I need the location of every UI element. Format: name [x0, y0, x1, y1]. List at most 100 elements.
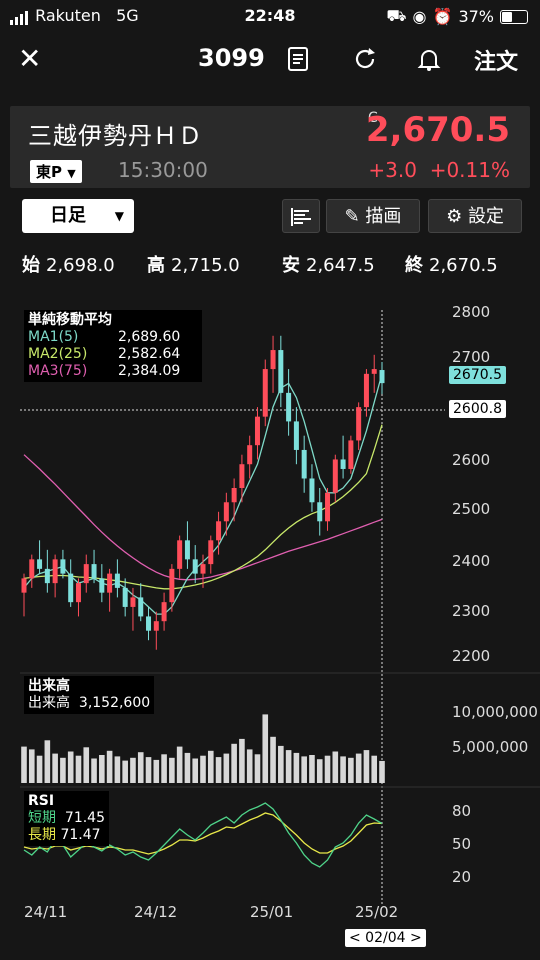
- volume-tick: 10,000,000: [452, 703, 538, 721]
- candle-body: [21, 578, 27, 593]
- price-tick: 2600: [452, 451, 491, 469]
- candle-body: [231, 488, 237, 503]
- caret-down-icon: ▼: [67, 167, 76, 180]
- quote-time: 15:30:00: [118, 158, 208, 182]
- x-label: 24/11: [24, 903, 68, 921]
- candle-body: [247, 445, 253, 465]
- volume-bar: [363, 750, 370, 783]
- volume-bar: [293, 752, 300, 783]
- rsi-title: RSI: [28, 793, 55, 809]
- lock-rotation-icon: ◉: [412, 7, 427, 26]
- candle-body: [356, 407, 362, 441]
- volume-bar: [28, 749, 35, 783]
- candle-body: [153, 621, 159, 631]
- candle-body: [99, 578, 105, 593]
- candle-body: [91, 564, 97, 579]
- candle-body: [239, 464, 245, 488]
- last-price-tag: 2670.5: [449, 366, 506, 384]
- candle-body: [130, 597, 136, 607]
- alarm-icon: ⏰: [432, 7, 453, 26]
- settings-button[interactable]: ⚙ 設定: [428, 199, 522, 233]
- battery-percent: 37%: [458, 7, 494, 26]
- volume-bar: [340, 756, 346, 783]
- pencil-icon: ✎: [344, 206, 360, 227]
- ma1-row: MA1(5) 2,689.60: [28, 329, 181, 345]
- period-select[interactable]: 日足 ▼: [22, 199, 134, 233]
- volume-bar: [348, 757, 354, 783]
- bell-icon[interactable]: [416, 46, 442, 78]
- volume-bar: [52, 753, 58, 783]
- candle-body: [200, 564, 206, 574]
- candle-body: [293, 421, 299, 450]
- volume-bar: [176, 746, 183, 783]
- cursor-date-tag[interactable]: < 02/04 >: [345, 929, 426, 947]
- candle-body: [184, 540, 190, 560]
- price-tick: 2500: [452, 500, 491, 518]
- order-button[interactable]: 注文: [473, 50, 518, 75]
- stock-name: 三越伊勢丹ＨＤ: [28, 122, 203, 150]
- close-mark: C: [368, 110, 378, 126]
- volume-bar: [231, 743, 237, 783]
- candle-body: [107, 573, 113, 593]
- car-icon: ⛟: [386, 6, 407, 25]
- candle-body: [317, 502, 323, 522]
- volume-bar: [75, 755, 82, 783]
- candle-body: [309, 478, 315, 503]
- candle-body: [332, 459, 338, 493]
- candle-body: [44, 568, 50, 584]
- volume-row: 出来高 3,152,600: [28, 695, 151, 711]
- volume-bar: [285, 750, 292, 783]
- candle-body: [223, 502, 229, 522]
- volume-bar: [192, 758, 199, 783]
- rsi-long-line: [23, 812, 383, 855]
- status-right: ⛟ ◉ ⏰ 37%: [386, 6, 528, 27]
- volume-bar: [278, 745, 284, 783]
- volume-bar: [130, 757, 136, 783]
- cursor-price-tag: 2600.8: [449, 400, 506, 418]
- rsi-tick: 50: [452, 835, 472, 853]
- chart-area[interactable]: [0, 290, 540, 930]
- candle-body: [325, 492, 331, 522]
- rsi-tick: 80: [452, 802, 472, 820]
- volume-bar: [309, 755, 315, 783]
- market-select[interactable]: 東P ▼: [30, 160, 82, 183]
- indicator-list-icon[interactable]: [282, 199, 320, 233]
- volume-bar: [83, 747, 90, 783]
- volume-bar: [145, 757, 152, 783]
- close-value: 終 2,670.5: [405, 255, 498, 276]
- volume-bar: [270, 736, 276, 783]
- candle-body: [138, 597, 144, 617]
- rsi-long-row: 長期 71.47: [28, 827, 101, 843]
- volume-bar: [301, 756, 307, 783]
- refresh-icon[interactable]: [352, 46, 378, 78]
- candle-body: [83, 564, 89, 584]
- document-icon[interactable]: [286, 46, 310, 78]
- volume-bar: [355, 753, 362, 783]
- close-icon[interactable]: ✕: [18, 42, 42, 75]
- price-tick: 2700: [452, 348, 491, 366]
- volume-bar: [36, 755, 43, 783]
- status-bar: Rakuten 5G 22:48 ⛟ ◉ ⏰ 37%: [0, 0, 540, 34]
- candle-body: [169, 568, 175, 603]
- high-value: 高 2,715.0: [147, 255, 240, 276]
- draw-button[interactable]: ✎ 描画: [326, 199, 420, 233]
- ma3-row: MA3(75) 2,384.09: [28, 363, 181, 379]
- volume-bar: [44, 740, 51, 783]
- volume-bar: [67, 751, 74, 783]
- low-value: 安 2,647.5: [282, 255, 375, 276]
- volume-bar: [215, 757, 222, 783]
- candle-body: [122, 587, 128, 607]
- volume-bar: [184, 752, 191, 783]
- candle-body: [278, 350, 284, 393]
- candle-body: [146, 616, 152, 631]
- volume-bar: [316, 759, 323, 783]
- volume-bar: [262, 714, 269, 783]
- candle-body: [192, 559, 198, 574]
- volume-bar: [169, 757, 175, 783]
- volume-bar: [207, 750, 214, 783]
- rsi-short-row: 短期 71.45: [28, 810, 105, 826]
- battery-icon: [500, 9, 528, 24]
- volume-title: 出来高: [28, 678, 70, 694]
- volume-tick: 5,000,000: [452, 738, 529, 756]
- volume-bar: [99, 755, 105, 783]
